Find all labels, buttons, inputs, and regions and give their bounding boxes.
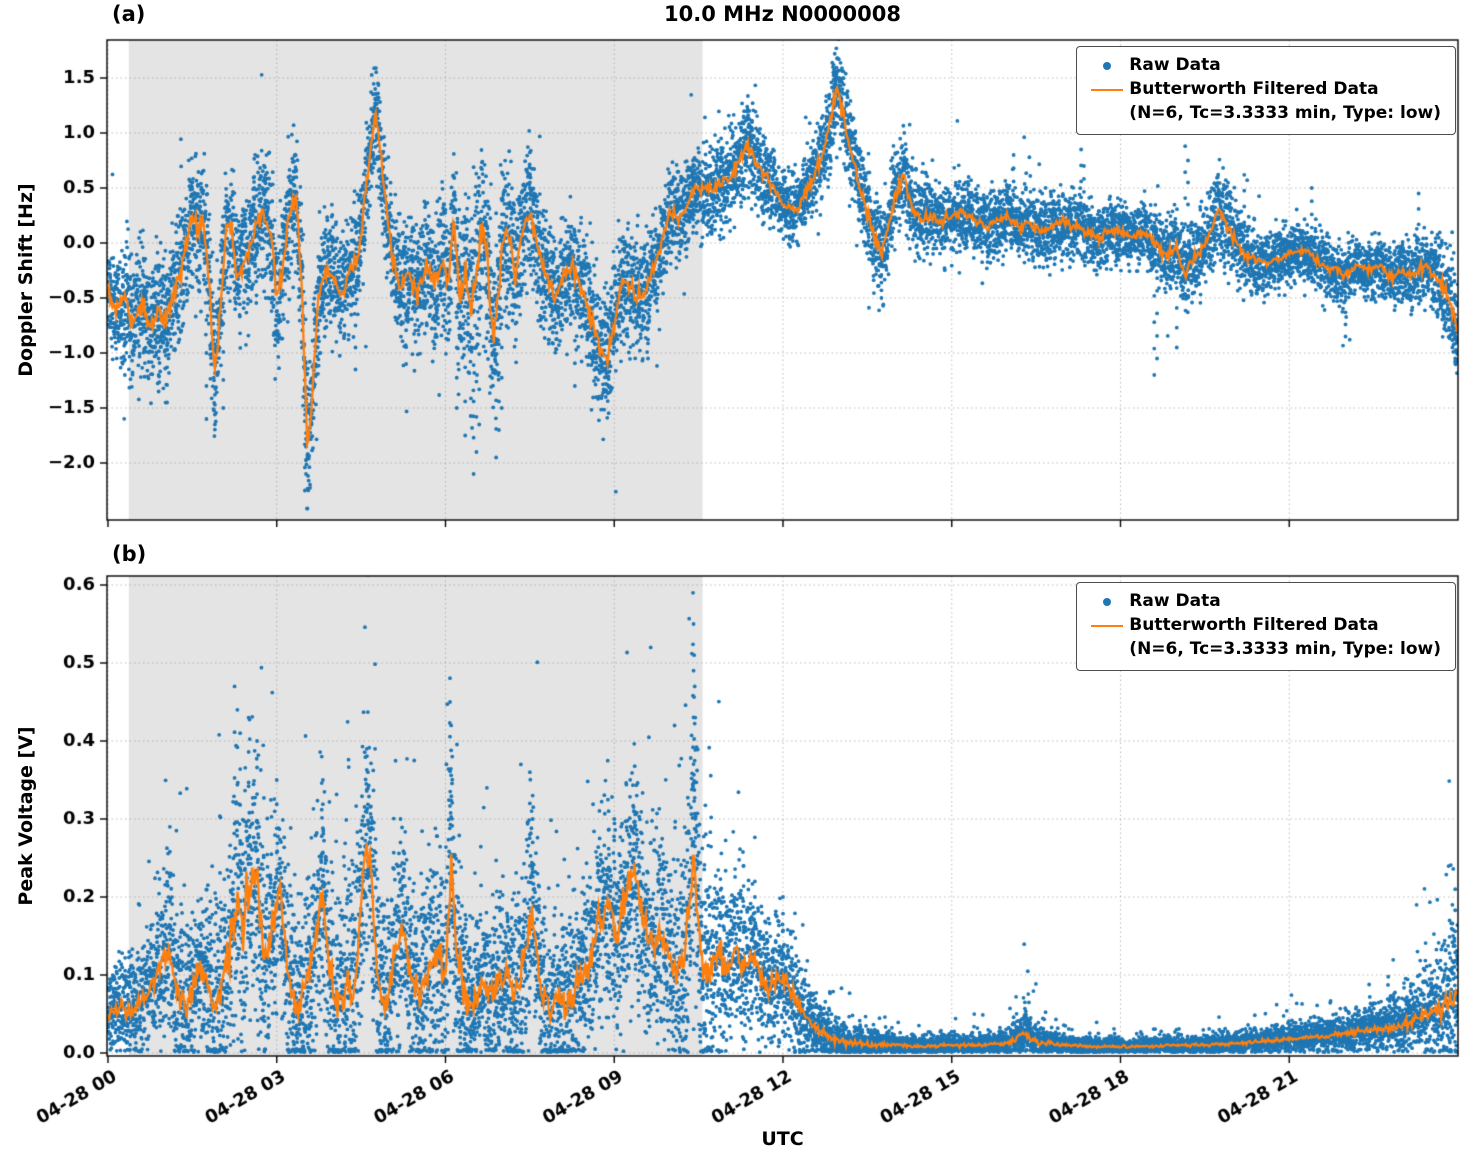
legend-item-filtered: Butterworth Filtered Data (N=6, Tc=3.333… — [1085, 614, 1441, 661]
legend-filtered-label: Butterworth Filtered Data (N=6, Tc=3.333… — [1129, 79, 1441, 123]
panel-a-label: (a) — [112, 2, 146, 26]
chart-title: 10.0 MHz N0000008 — [664, 2, 901, 26]
legend-item-raw: Raw Data — [1085, 54, 1441, 77]
filtered-line-icon — [1085, 614, 1129, 637]
legend-filtered-label: Butterworth Filtered Data (N=6, Tc=3.333… — [1129, 615, 1441, 659]
legend-panel-a: Raw Data Butterworth Filtered Data (N=6,… — [1076, 46, 1456, 136]
panel-b-label: (b) — [112, 542, 147, 566]
raw-data-dot-icon — [1085, 54, 1129, 77]
ylabel-doppler-shift: Doppler Shift [Hz] — [15, 183, 37, 377]
legend-raw-label: Raw Data — [1129, 55, 1221, 75]
raw-data-dot-icon — [1085, 590, 1129, 613]
legend-item-raw: Raw Data — [1085, 590, 1441, 613]
filtered-line-icon — [1085, 78, 1129, 101]
legend-raw-label: Raw Data — [1129, 591, 1221, 611]
ylabel-peak-voltage: Peak Voltage [V] — [15, 726, 37, 906]
xlabel-utc: UTC — [761, 1128, 804, 1150]
legend-panel-b: Raw Data Butterworth Filtered Data (N=6,… — [1076, 582, 1456, 672]
legend-item-filtered: Butterworth Filtered Data (N=6, Tc=3.333… — [1085, 78, 1441, 125]
